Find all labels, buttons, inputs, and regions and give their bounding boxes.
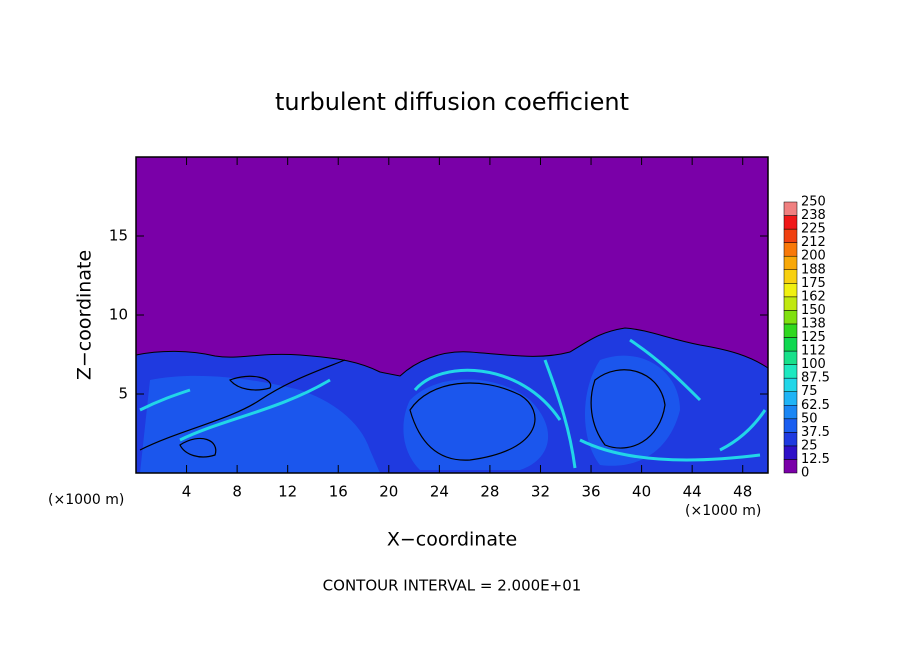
x-tick-label: 44 <box>683 483 702 501</box>
x-tick-label: 12 <box>278 483 297 501</box>
colorbar-label: 162 <box>801 289 826 304</box>
colorbar-label: 150 <box>801 303 826 318</box>
colorbar-label: 75 <box>801 384 818 399</box>
colorbar-label: 0 <box>801 466 809 481</box>
colorbar-band <box>783 418 798 433</box>
colorbar-label: 50 <box>801 411 818 426</box>
colorbar-band <box>783 432 798 447</box>
contour-lines <box>139 359 666 461</box>
colorbar-label: 212 <box>801 235 826 250</box>
y-tick-label: 15 <box>109 227 128 245</box>
colorbar-label: 175 <box>801 276 826 291</box>
colorbar-label: 188 <box>801 262 826 277</box>
colorbar-band <box>783 459 798 474</box>
x-tick-label: 48 <box>733 483 752 501</box>
colorbar-band <box>783 377 798 392</box>
x-tick-label: 20 <box>379 483 398 501</box>
colorbar-band <box>783 364 798 379</box>
colorbar-band <box>783 201 798 216</box>
colorbar-band <box>783 283 798 298</box>
y-tick-label: 5 <box>118 385 128 403</box>
x-tick-label: 28 <box>480 483 499 501</box>
x-unit: (×1000 m) <box>48 492 124 508</box>
colorbar-band <box>783 337 798 352</box>
colorbar-band <box>783 310 798 325</box>
x-tick-label: 8 <box>232 483 242 501</box>
x-tick-label: 4 <box>182 483 192 501</box>
colorbar-band <box>783 269 798 284</box>
streaks <box>139 338 767 469</box>
colorbar-label: 238 <box>801 208 826 223</box>
colorbar-label: 100 <box>801 357 826 372</box>
colorbar-label: 225 <box>801 222 826 237</box>
colorbar-label: 25 <box>801 438 818 453</box>
colorbar-band <box>783 296 798 311</box>
x-tick-label: 24 <box>430 483 449 501</box>
x-tick-label: 16 <box>329 483 348 501</box>
colorbar-band <box>783 242 798 257</box>
contour-note: CONTOUR INTERVAL = 2.000E+01 <box>323 577 582 595</box>
chart-title: turbulent diffusion coefficient <box>275 88 629 116</box>
x-tick-label: 36 <box>581 483 600 501</box>
field <box>135 157 769 474</box>
colorbar-label: 62.5 <box>801 398 830 413</box>
colorbar-band <box>783 391 798 406</box>
colorbar-band <box>783 350 798 365</box>
colorbar-band <box>783 445 798 460</box>
colorbar-band <box>783 228 798 243</box>
colorbar-band <box>783 323 798 338</box>
colorbar-label: 125 <box>801 330 826 345</box>
colorbar-band <box>783 215 798 230</box>
colorbar-band <box>783 255 798 271</box>
colorbar-band <box>783 405 798 420</box>
colorbar-label: 200 <box>801 249 826 264</box>
colorbar-label: 37.5 <box>801 425 830 440</box>
y-tick-label: 10 <box>109 306 128 324</box>
x-axis-title: X−coordinate <box>387 529 517 551</box>
colorbar-label: 112 <box>801 344 826 359</box>
colorbar-label: 87.5 <box>801 371 830 386</box>
y-axis-title: Z−coordinate <box>74 250 96 380</box>
x-tick-label: 40 <box>632 483 651 501</box>
x-unit-right: (×1000 m) <box>685 503 761 519</box>
colorbar-label: 250 <box>801 195 826 210</box>
turbulent-core <box>140 355 680 473</box>
x-tick-label: 32 <box>531 483 550 501</box>
colorbar-label: 12.5 <box>801 452 830 467</box>
colorbar-label: 138 <box>801 316 826 331</box>
